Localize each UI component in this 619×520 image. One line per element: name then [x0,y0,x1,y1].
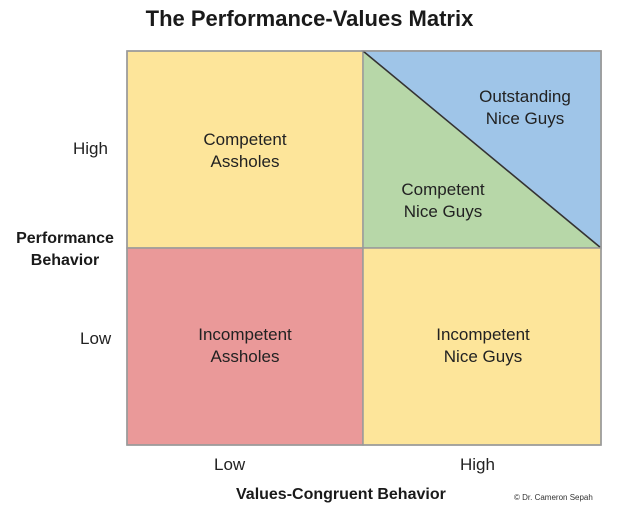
label-incompetent-assholes: Incompetent Assholes [126,324,364,368]
label-line: Incompetent [436,325,530,344]
quadrant-competent-assholes [126,50,364,249]
quadrant-incompetent-nice-guys [362,247,602,446]
label-line: Assholes [210,347,280,366]
y-axis-title: Performance Behavior [4,228,126,272]
x-tick-low: Low [214,455,246,474]
matrix-grid [126,50,602,446]
diagram-title: The Performance-Values Matrix [145,6,474,31]
x-tick-high: High [460,455,495,474]
label-incompetent-nice-guys: Incompetent Nice Guys [364,324,602,368]
label-outstanding-nice-guys: Outstanding Nice Guys [460,86,590,130]
label-line: Outstanding [479,87,571,106]
credit-text: © Dr. Cameron Sepah [514,493,593,502]
label-competent-nice-guys: Competent Nice Guys [378,179,508,223]
label-line: Assholes [210,152,280,171]
label-line: Nice Guys [443,347,523,366]
label-competent-assholes: Competent Assholes [126,129,364,173]
label-line: Competent [203,130,287,149]
label-line: Competent [401,180,485,199]
label-line: Incompetent [198,325,292,344]
y-tick-high: High [73,139,108,158]
matrix-border [126,50,602,446]
label-line: Nice Guys [403,202,483,221]
y-axis-title-line: Behavior [30,252,100,269]
quadrant-incompetent-assholes [126,247,364,446]
label-line: Nice Guys [485,109,565,128]
x-axis-title: Values-Congruent Behavior [236,486,446,503]
y-tick-low: Low [80,329,112,348]
diagonal-divider [362,50,602,249]
y-axis-title-line: Performance [16,230,114,247]
